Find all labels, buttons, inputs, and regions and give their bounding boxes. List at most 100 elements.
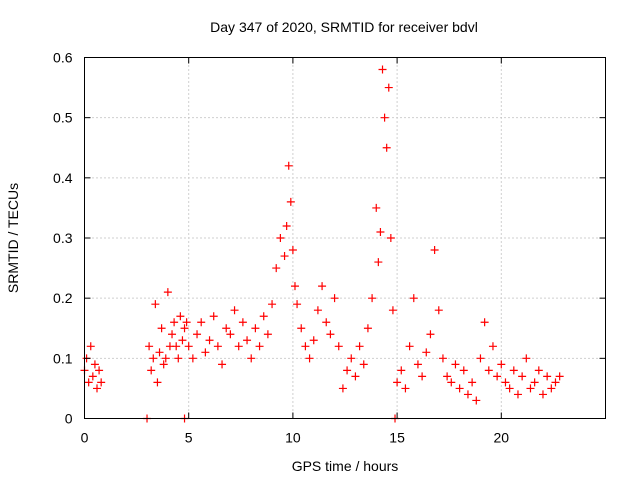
data-point <box>447 378 456 387</box>
y-tick-label: 0.3 <box>53 230 73 246</box>
data-point <box>338 384 347 393</box>
data-point <box>522 354 531 363</box>
data-point <box>413 360 422 369</box>
data-point <box>376 227 385 236</box>
data-point <box>268 300 277 309</box>
data-point <box>272 264 281 273</box>
data-point <box>163 288 172 297</box>
data-point <box>305 354 314 363</box>
y-tick-label: 0 <box>65 411 73 427</box>
data-point <box>382 143 391 152</box>
chart-title: Day 347 of 2020, SRMTID for receiver bdv… <box>210 19 478 35</box>
data-point <box>230 306 239 315</box>
data-point <box>276 234 285 242</box>
data-point <box>384 83 393 92</box>
data-point <box>180 324 189 333</box>
data-point <box>501 378 510 387</box>
data-point <box>509 366 518 375</box>
y-tick-label: 0.2 <box>53 290 73 306</box>
data-point <box>378 65 387 74</box>
data-point <box>518 372 527 381</box>
data-point <box>418 372 427 381</box>
data-point <box>430 246 439 255</box>
data-point <box>505 384 514 393</box>
data-point <box>386 234 395 242</box>
data-point <box>159 360 168 369</box>
grid <box>84 57 606 419</box>
data-point <box>288 246 297 255</box>
data-point <box>551 378 560 387</box>
data-point <box>409 294 418 303</box>
data-point <box>438 354 447 363</box>
data-point <box>513 390 522 399</box>
data-point <box>93 384 102 393</box>
y-axis-label: SRMTID / TECUs <box>5 183 21 293</box>
data-point <box>149 354 158 363</box>
data-point <box>205 336 214 345</box>
data-point <box>405 342 414 351</box>
data-point <box>380 113 389 122</box>
data-point <box>151 300 160 309</box>
x-tick-label: 20 <box>494 430 510 446</box>
data-point <box>530 378 539 387</box>
data-point <box>178 336 187 345</box>
data-point <box>290 282 299 291</box>
data-point <box>318 282 327 291</box>
data-point <box>351 372 360 381</box>
data-point <box>170 318 179 327</box>
data-point <box>459 366 468 375</box>
data-point <box>84 378 93 387</box>
data-point <box>451 360 460 369</box>
data-point <box>193 330 202 339</box>
data-point <box>543 372 552 381</box>
data-point <box>280 252 289 261</box>
data-point <box>251 324 260 333</box>
data-point <box>497 360 506 369</box>
data-point <box>455 384 464 393</box>
data-point <box>476 354 485 363</box>
data-point <box>176 312 185 321</box>
data-point <box>368 294 377 303</box>
data-point <box>86 342 95 351</box>
data-point <box>259 312 268 321</box>
data-point <box>263 330 272 339</box>
data-point <box>255 342 264 351</box>
data-point <box>355 342 364 351</box>
data-point <box>397 366 406 375</box>
data-point <box>238 318 247 327</box>
data-point <box>243 336 252 345</box>
data-point <box>168 330 177 339</box>
data-point <box>334 342 343 351</box>
x-tick-label: 0 <box>81 430 89 446</box>
data-point <box>388 306 397 315</box>
data-point <box>463 390 472 399</box>
data-point <box>343 366 352 375</box>
data-point <box>97 378 106 387</box>
axis-ticks: 0 0.1 0.2 0.3 0.4 0.5 0.6 0 5 10 15 20 <box>53 50 606 446</box>
data-point <box>472 396 481 405</box>
data-point <box>174 354 183 363</box>
data-point <box>284 161 293 170</box>
x-tick-label: 15 <box>389 430 405 446</box>
data-point <box>330 294 339 303</box>
data-point <box>534 366 543 375</box>
data-point <box>286 197 295 206</box>
data-point <box>493 372 502 381</box>
data-point <box>297 324 306 333</box>
data-point <box>443 372 452 381</box>
data-point <box>218 360 227 369</box>
data-point <box>213 342 222 351</box>
data-point <box>326 330 335 339</box>
data-points <box>80 65 564 423</box>
data-point <box>234 342 243 351</box>
data-point <box>468 378 477 387</box>
data-point <box>293 300 302 309</box>
data-point <box>145 342 154 351</box>
data-point <box>401 384 410 393</box>
data-point <box>90 360 99 369</box>
data-point <box>359 360 368 369</box>
data-point <box>480 318 489 327</box>
data-point <box>147 366 156 375</box>
data-point <box>157 324 166 333</box>
